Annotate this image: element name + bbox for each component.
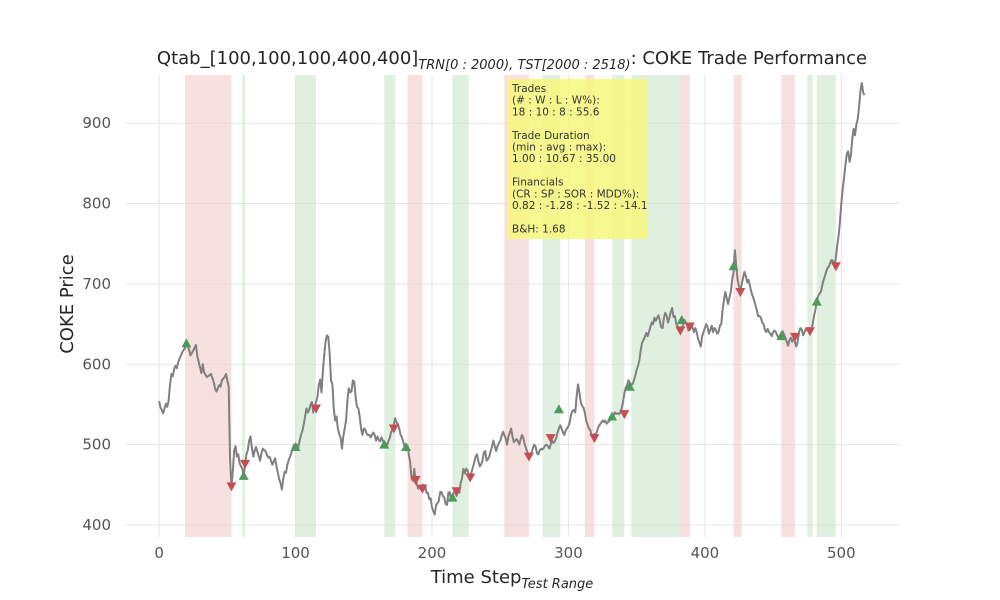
annotation-line-4: Trade Duration [511,130,590,142]
sell-marker-0 [226,482,237,492]
y-axis-label: COKE Price [57,254,78,354]
x-tick-label-1: 100 [281,544,310,562]
x-tick-label-4: 400 [691,544,720,562]
buy-marker-0 [181,338,192,348]
sell-marker-10 [589,434,600,444]
annotation-line-9: (CR : SP : SOR : MDD%): [512,188,639,200]
chart-title: Qtab_[100,100,100,400,400]TRN[0 : 2000),… [157,48,867,73]
x-axis-label-sub: Test Range [521,577,593,592]
x-tick-label-3: 300 [554,544,583,562]
annotation-text: Trades(# : W : L : W%):18 : 10 : 8 : 55.… [511,83,648,235]
sell-marker-14 [735,287,746,297]
title-suffix: : COKE Trade Performance [631,48,868,69]
buy-marker-4 [401,442,412,452]
title-trn-range: [0 : 2000), [445,58,517,73]
loss-span-4 [680,75,690,537]
y-tick-label-5: 900 [82,114,111,132]
y-tick-label-0: 400 [82,516,111,534]
buy-marker-11 [776,331,787,341]
win-span-7 [807,75,813,537]
y-tick-label-2: 600 [82,355,111,373]
x-axis-label: Time StepTest Range [430,567,594,592]
loss-span-3 [584,75,595,537]
y-tick-label-4: 800 [82,195,111,213]
win-span-2 [384,75,396,537]
sell-marker-2 [311,404,322,414]
sell-marker-15 [789,332,800,342]
win-span-8 [816,75,836,537]
y-tick-label-3: 700 [82,275,111,293]
buy-marker-7 [607,411,618,421]
x-axis-label-main: Time Step [430,567,522,588]
title-tst-sub: TST [517,58,542,73]
sell-marker-1 [240,459,251,469]
x-tick-label-0: 0 [154,544,164,562]
annotation-line-8: Financials [512,177,563,189]
sell-marker-7 [465,473,476,483]
annotation-line-12: B&H: 1.68 [512,223,566,235]
buy-marker-2 [290,442,301,452]
sell-marker-12 [675,326,686,336]
win-span-3 [452,75,469,537]
annotation-line-1: (# : W : L : W%): [512,95,600,107]
title-prefix: Qtab_[100,100,100,400,400] [157,48,418,69]
win-span-0 [242,75,246,537]
sell-marker-13 [684,322,695,332]
sell-marker-16 [804,327,815,337]
loss-span-0 [185,75,232,537]
loss-span-1 [407,75,423,537]
buy-marker-1 [238,470,249,480]
loss-span-5 [733,75,742,537]
y-tick-label-1: 500 [82,436,111,454]
x-tick-label-2: 200 [418,544,447,562]
buy-marker-9 [676,315,687,325]
buy-marker-5 [447,492,458,502]
sell-marker-6 [451,487,462,497]
stats-annotation: Trades(# : W : L : W%):18 : 10 : 8 : 55.… [507,79,648,239]
sell-marker-3 [388,424,399,434]
sell-marker-9 [545,434,556,444]
buy-marker-10 [728,261,739,271]
x-tick-label-5: 500 [827,544,856,562]
buy-marker-12 [811,296,822,306]
buy-marker-8 [624,381,635,391]
sell-marker-8 [523,452,534,462]
annotation-line-6: 1.00 : 10.67 : 35.00 [512,153,616,165]
x-tick-labels: 0 100 200 300 400 500 [154,544,855,562]
y-tick-labels: 400 500 600 700 800 900 [82,114,111,534]
trade-markers [181,261,841,502]
price-line [158,82,866,516]
buy-marker-6 [553,404,564,414]
buy-marker-3 [379,439,390,449]
annotation-line-2: 18 : 10 : 8 : 55.6 [512,106,600,118]
annotation-line-0: Trades [511,83,546,95]
loss-span-6 [781,75,795,537]
sell-marker-17 [830,262,841,272]
sell-marker-5 [417,484,428,494]
title-trn-sub: TRN [418,58,445,73]
annotation-line-5: (min : avg : max): [512,142,606,154]
annotation-box [507,79,647,239]
title-tst-range: [2000 : 2518) [542,58,631,73]
sell-marker-4 [410,475,421,485]
win-span-1 [295,75,317,537]
annotation-line-10: 0.82 : -1.28 : -1.52 : -14.1 [512,200,648,212]
sell-marker-11 [619,410,630,420]
